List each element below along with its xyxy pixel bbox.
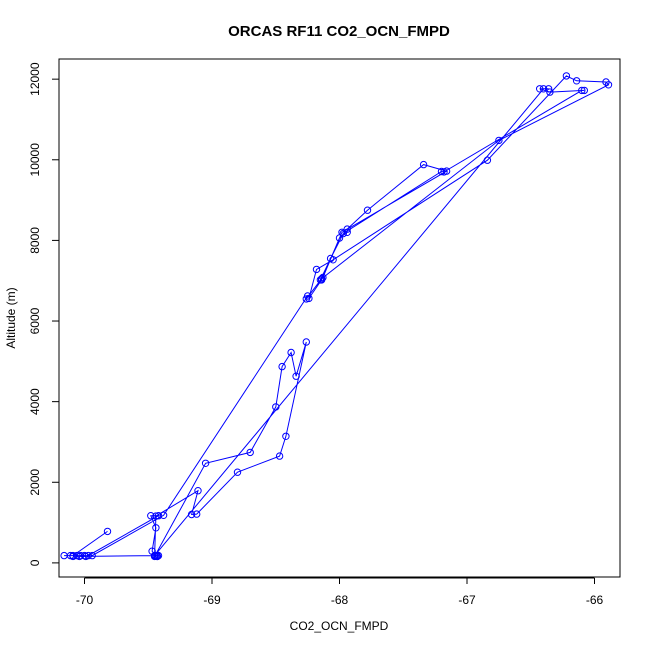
- series-line: [64, 75, 610, 558]
- plot-frame: [58, 58, 621, 578]
- y-axis: 0 2000 4000 6000 8000 10000 12000: [28, 62, 60, 566]
- data-point: [363, 206, 372, 214]
- data-point: [159, 511, 168, 519]
- data-point: [154, 512, 163, 520]
- data-point: [303, 292, 312, 300]
- data-point: [152, 512, 160, 520]
- data-point: [536, 85, 544, 93]
- data-point: [193, 510, 201, 518]
- data-point: [539, 85, 548, 93]
- data-point: [343, 225, 351, 233]
- data-point: [572, 77, 581, 85]
- data-point: [302, 338, 310, 346]
- data-point: [80, 551, 89, 560]
- x-tick-label: -67: [458, 593, 476, 607]
- data-point: [338, 228, 346, 237]
- data-point: [442, 167, 451, 175]
- data-point: [495, 136, 503, 145]
- y-tick-label: 10000: [28, 143, 42, 177]
- data-point: [312, 265, 321, 274]
- y-tick-label: 4000: [28, 388, 42, 415]
- data-point: [147, 512, 155, 520]
- data-point: [317, 275, 326, 283]
- data-point: [278, 362, 286, 371]
- data-point: [187, 510, 196, 519]
- data-point: [275, 452, 284, 460]
- data-point: [580, 86, 588, 95]
- series-layer: [60, 72, 613, 561]
- data-point: [194, 487, 202, 495]
- data-point: [419, 160, 428, 169]
- y-axis-label: Altitude (m): [4, 287, 18, 348]
- data-point: [562, 72, 571, 80]
- y-tick-label: 0: [28, 559, 42, 566]
- data-point: [233, 468, 242, 476]
- x-axis: -70 -69 -68 -67 -66: [76, 577, 604, 607]
- x-tick-label: -70: [76, 593, 94, 607]
- y-tick-label: 2000: [28, 469, 42, 496]
- x-tick-label: -69: [203, 593, 221, 607]
- data-point: [152, 524, 160, 532]
- data-point: [287, 348, 295, 357]
- data-point: [154, 551, 163, 560]
- data-point: [578, 86, 586, 95]
- data-point: [103, 527, 112, 536]
- data-point: [483, 156, 492, 164]
- data-point: [292, 372, 300, 380]
- data-point: [153, 552, 161, 561]
- data-point: [329, 256, 337, 264]
- data-point: [77, 551, 85, 560]
- data-point: [82, 552, 90, 561]
- y-tick-label: 6000: [28, 307, 42, 334]
- chart-title: ORCAS RF11 CO2_OCN_FMPD: [228, 23, 450, 40]
- data-point: [246, 448, 254, 457]
- y-tick-label: 12000: [28, 62, 42, 96]
- data-point: [437, 167, 446, 176]
- data-point: [343, 228, 351, 237]
- data-point: [201, 459, 210, 467]
- y-tick-label: 8000: [28, 227, 42, 254]
- data-point: [604, 81, 613, 89]
- x-tick-label: -66: [586, 593, 604, 607]
- data-point: [546, 88, 554, 96]
- data-point: [272, 403, 280, 411]
- x-tick-label: -68: [331, 593, 349, 607]
- data-point: [282, 432, 290, 440]
- data-point: [544, 85, 553, 93]
- data-point: [339, 229, 347, 238]
- x-axis-label: CO2_OCN_FMPD: [290, 619, 389, 633]
